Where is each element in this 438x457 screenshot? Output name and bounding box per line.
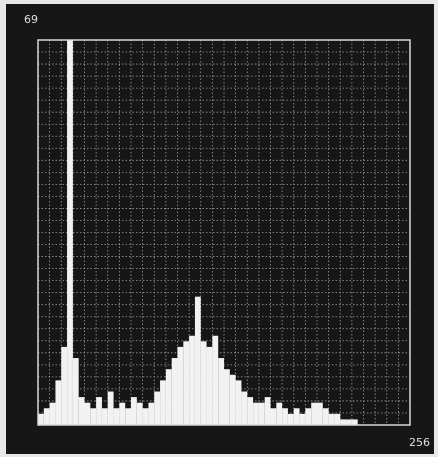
bar bbox=[212, 335, 219, 425]
bar bbox=[148, 402, 155, 425]
bar bbox=[258, 402, 265, 425]
bar bbox=[67, 40, 73, 425]
bar bbox=[43, 408, 50, 425]
bar bbox=[270, 408, 277, 425]
bar bbox=[194, 296, 201, 425]
bar bbox=[322, 408, 329, 425]
bar bbox=[334, 413, 341, 425]
bar bbox=[206, 346, 213, 425]
bar bbox=[72, 358, 79, 425]
bar bbox=[328, 413, 335, 425]
plot-frame bbox=[37, 39, 411, 426]
bar bbox=[84, 402, 91, 425]
bar bbox=[287, 413, 294, 425]
bar bbox=[96, 397, 102, 425]
bar bbox=[189, 335, 195, 425]
bar bbox=[293, 408, 300, 425]
y-tick-label: 69 bbox=[24, 13, 38, 26]
bar bbox=[200, 341, 207, 425]
bar bbox=[160, 380, 166, 425]
bar bbox=[136, 402, 143, 425]
bar bbox=[229, 374, 236, 425]
x-tick-label: 256 bbox=[409, 436, 430, 449]
bar bbox=[218, 358, 224, 425]
bar bbox=[276, 402, 283, 425]
bar bbox=[131, 397, 137, 425]
bar bbox=[101, 408, 108, 425]
bar bbox=[125, 408, 131, 425]
bar bbox=[61, 346, 68, 425]
bar bbox=[282, 408, 288, 425]
bar bbox=[264, 397, 271, 425]
bar bbox=[241, 391, 248, 425]
bar bbox=[38, 413, 44, 425]
bar bbox=[247, 397, 254, 425]
bar bbox=[317, 402, 323, 425]
bar bbox=[171, 358, 178, 425]
bar bbox=[107, 391, 114, 425]
bar bbox=[253, 402, 259, 425]
bar bbox=[119, 402, 126, 425]
bar bbox=[113, 408, 120, 425]
bar bbox=[142, 408, 149, 425]
bar bbox=[235, 380, 242, 425]
bar bbox=[311, 402, 317, 425]
bar bbox=[299, 413, 306, 425]
bar bbox=[154, 391, 161, 425]
bar bbox=[340, 419, 347, 425]
bar bbox=[305, 408, 312, 425]
bar bbox=[346, 419, 352, 425]
bar bbox=[351, 419, 358, 425]
bar bbox=[55, 380, 62, 425]
bar bbox=[90, 408, 97, 425]
bar bbox=[224, 369, 230, 425]
bar bbox=[183, 341, 190, 425]
bar bbox=[177, 346, 184, 425]
bar bbox=[49, 402, 56, 425]
bar bbox=[78, 397, 85, 425]
bar bbox=[165, 369, 172, 425]
